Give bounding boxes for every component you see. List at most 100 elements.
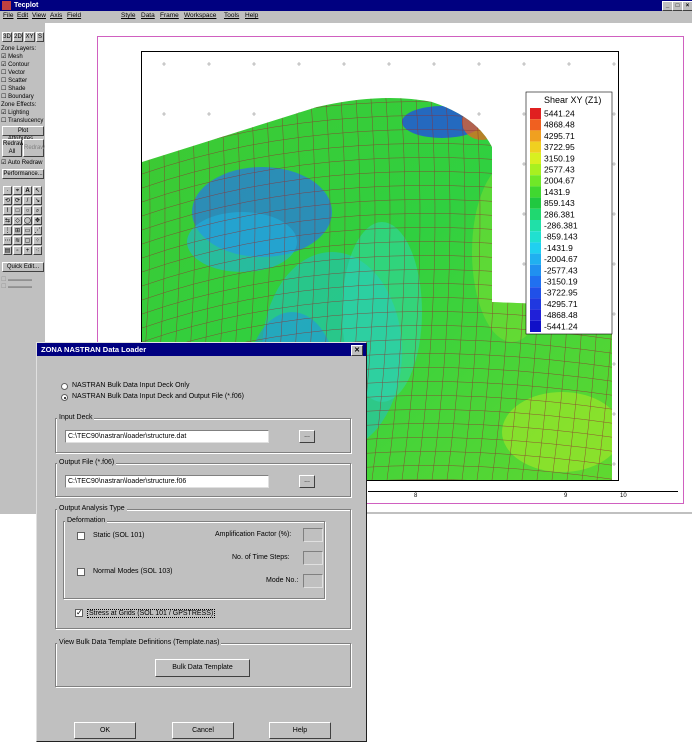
tool-spin-icon[interactable]: ⟳ [13, 196, 22, 205]
menu-edit[interactable]: Edit [17, 12, 29, 19]
menu-help[interactable]: Help [245, 12, 259, 19]
radio-deck-and-output-label[interactable]: NASTRAN Bulk Data Input Deck and Output … [72, 393, 244, 400]
tool-rotate-icon[interactable]: ⟲ [3, 196, 12, 205]
redraw-button[interactable]: Redraw [23, 139, 45, 157]
tool-dots-icon[interactable]: ⁘ [33, 236, 42, 245]
redraw-all-button[interactable]: Redraw All [2, 139, 24, 157]
static-label: Static (SOL 101) [93, 532, 145, 539]
plot-attributes-button[interactable]: Plot Attributes... [2, 126, 44, 142]
static-checkbox[interactable] [77, 532, 85, 540]
performance-button[interactable]: Performance... [2, 169, 44, 179]
layer-scatter[interactable]: ☐ Scatter [1, 78, 28, 84]
layer-shade[interactable]: ☐ Shade [1, 86, 26, 92]
tool-window-icon[interactable]: ▤ [3, 246, 12, 255]
stress-label[interactable]: Stress at Grids (SOL 101 / GPSTRESS) [87, 609, 216, 618]
menu-data[interactable]: Data [141, 12, 155, 19]
grid-marker [477, 112, 481, 116]
tool-line-icon[interactable]: / [23, 196, 32, 205]
tool-contour-icon[interactable]: ≋ [13, 236, 22, 245]
radio-deck-only[interactable] [61, 383, 68, 390]
disabled-option-1: ☐ ▬▬▬▬ [1, 277, 33, 283]
input-deck-browse-button[interactable]: ... [299, 430, 315, 443]
auto-redraw-checkbox[interactable]: ☑ Auto Redraw [1, 160, 43, 166]
legend-level-label: 286.381 [544, 209, 575, 219]
tool-ellipse-icon[interactable]: ◯ [23, 216, 32, 225]
legend-level-label: 3150.19 [544, 153, 575, 163]
legend-swatch [530, 197, 541, 209]
tool-rect-icon[interactable]: ▭ [23, 226, 32, 235]
dialog-title: ZONA NASTRAN Data Loader [41, 345, 147, 354]
mode-2d-button[interactable]: 2D [13, 32, 23, 42]
layer-boundary[interactable]: ☐ Boundary [1, 94, 34, 100]
tool-geometry-icon[interactable]: ⋰ [33, 226, 42, 235]
tool-scatter-icon[interactable]: ⁖ [33, 246, 42, 255]
tool-streamtrace-icon[interactable]: ⋮ [3, 226, 12, 235]
dialog-title-bar[interactable]: ZONA NASTRAN Data Loader ✕ [37, 343, 366, 356]
menu-tools[interactable]: Tools [224, 12, 240, 19]
legend-level-label: -3150.19 [544, 277, 578, 287]
menu-axis[interactable]: Axis [50, 12, 63, 19]
menu-frame[interactable]: Frame [160, 12, 179, 19]
tool-slice-icon[interactable]: ⊞ [13, 226, 22, 235]
output-file-field[interactable]: C:\TEC90\nastran\loader\structure.f06 [65, 475, 269, 488]
mode-xy-button[interactable]: XY [24, 32, 35, 42]
legend-level-label: 2577.43 [544, 165, 575, 175]
tool-pointer-icon[interactable]: ↖ [33, 186, 42, 195]
cancel-button[interactable]: Cancel [172, 722, 234, 739]
radio-deck-and-output[interactable] [61, 394, 68, 401]
radio-deck-only-label[interactable]: NASTRAN Bulk Data Input Deck Only [72, 382, 190, 389]
frame-border [97, 36, 684, 504]
tool-translate-icon[interactable]: ⇆ [3, 216, 12, 225]
mode-sketch-button[interactable]: S [36, 32, 44, 42]
legend-swatch [530, 231, 541, 243]
help-button[interactable]: Help [269, 722, 331, 739]
tool-frame-icon[interactable]: ▢ [23, 236, 32, 245]
tool-polyline-icon[interactable]: ⌇ [3, 206, 12, 215]
quick-edit-button[interactable]: Quick Edit... [2, 262, 44, 272]
contour-legend[interactable]: Shear XY (Z1) 5441.244868.484295.713722.… [525, 91, 613, 335]
close-icon[interactable]: × [682, 1, 692, 11]
output-file-browse-button[interactable]: ... [299, 475, 315, 488]
close-icon[interactable]: ✕ [351, 345, 363, 356]
mode-3d-button[interactable]: 3D [2, 32, 12, 42]
tool-select-icon[interactable]: · [3, 186, 12, 195]
menu-view[interactable]: View [32, 12, 46, 19]
bulk-data-template-button[interactable]: Bulk Data Template [155, 659, 250, 677]
menu-field[interactable]: Field [67, 12, 82, 19]
grid-marker [612, 362, 616, 366]
grid-marker [522, 262, 526, 266]
effect-lighting[interactable]: ☑ Lighting [1, 110, 30, 116]
tool-probe-icon[interactable]: ◇ [13, 216, 22, 225]
ok-button[interactable]: OK [74, 722, 136, 739]
time-steps-field[interactable] [303, 551, 323, 565]
tool-move-icon[interactable]: ✥ [33, 216, 42, 225]
tecplot-title-bar[interactable]: Tecplot _ □ × [0, 0, 692, 11]
layer-vector[interactable]: ☐ Vector [1, 70, 26, 76]
legend-level-label: -1431.9 [544, 243, 573, 253]
tool-text-icon[interactable]: A [23, 186, 32, 195]
input-deck-field[interactable]: C:\TEC90\nastran\loader\structure.dat [65, 430, 269, 443]
tool-plus-icon[interactable]: + [23, 246, 32, 255]
menu-file[interactable]: File [3, 12, 14, 19]
grid-marker [162, 62, 166, 66]
layer-contour[interactable]: ☑ Contour [1, 62, 30, 68]
tool-arrow-icon[interactable]: ↘ [33, 196, 42, 205]
tool-adjust-icon[interactable]: ⌖ [13, 186, 22, 195]
tool-zoom-icon[interactable]: ⌕ [33, 206, 42, 215]
stress-checkbox[interactable]: ✓ [75, 608, 83, 617]
layer-mesh[interactable]: ☑ Mesh [1, 54, 23, 60]
normal-modes-checkbox[interactable] [77, 568, 85, 576]
amplification-field[interactable] [303, 528, 323, 542]
effect-translucency[interactable]: ☐ Translucency [1, 118, 44, 124]
grid-marker [387, 62, 391, 66]
tool-grid-icon[interactable]: ⋯ [3, 236, 12, 245]
tool-square-icon[interactable]: □ [13, 206, 22, 215]
tool-circle-icon[interactable]: ○ [23, 206, 32, 215]
legend-level-label: -4868.48 [544, 310, 578, 320]
menu-workspace[interactable]: Workspace [184, 12, 217, 19]
grid-marker [612, 462, 616, 466]
grid-marker [567, 62, 571, 66]
tool-blank-icon[interactable]: ▫ [13, 246, 22, 255]
menu-style[interactable]: Style [121, 12, 136, 19]
mode-no-field[interactable] [303, 574, 323, 588]
